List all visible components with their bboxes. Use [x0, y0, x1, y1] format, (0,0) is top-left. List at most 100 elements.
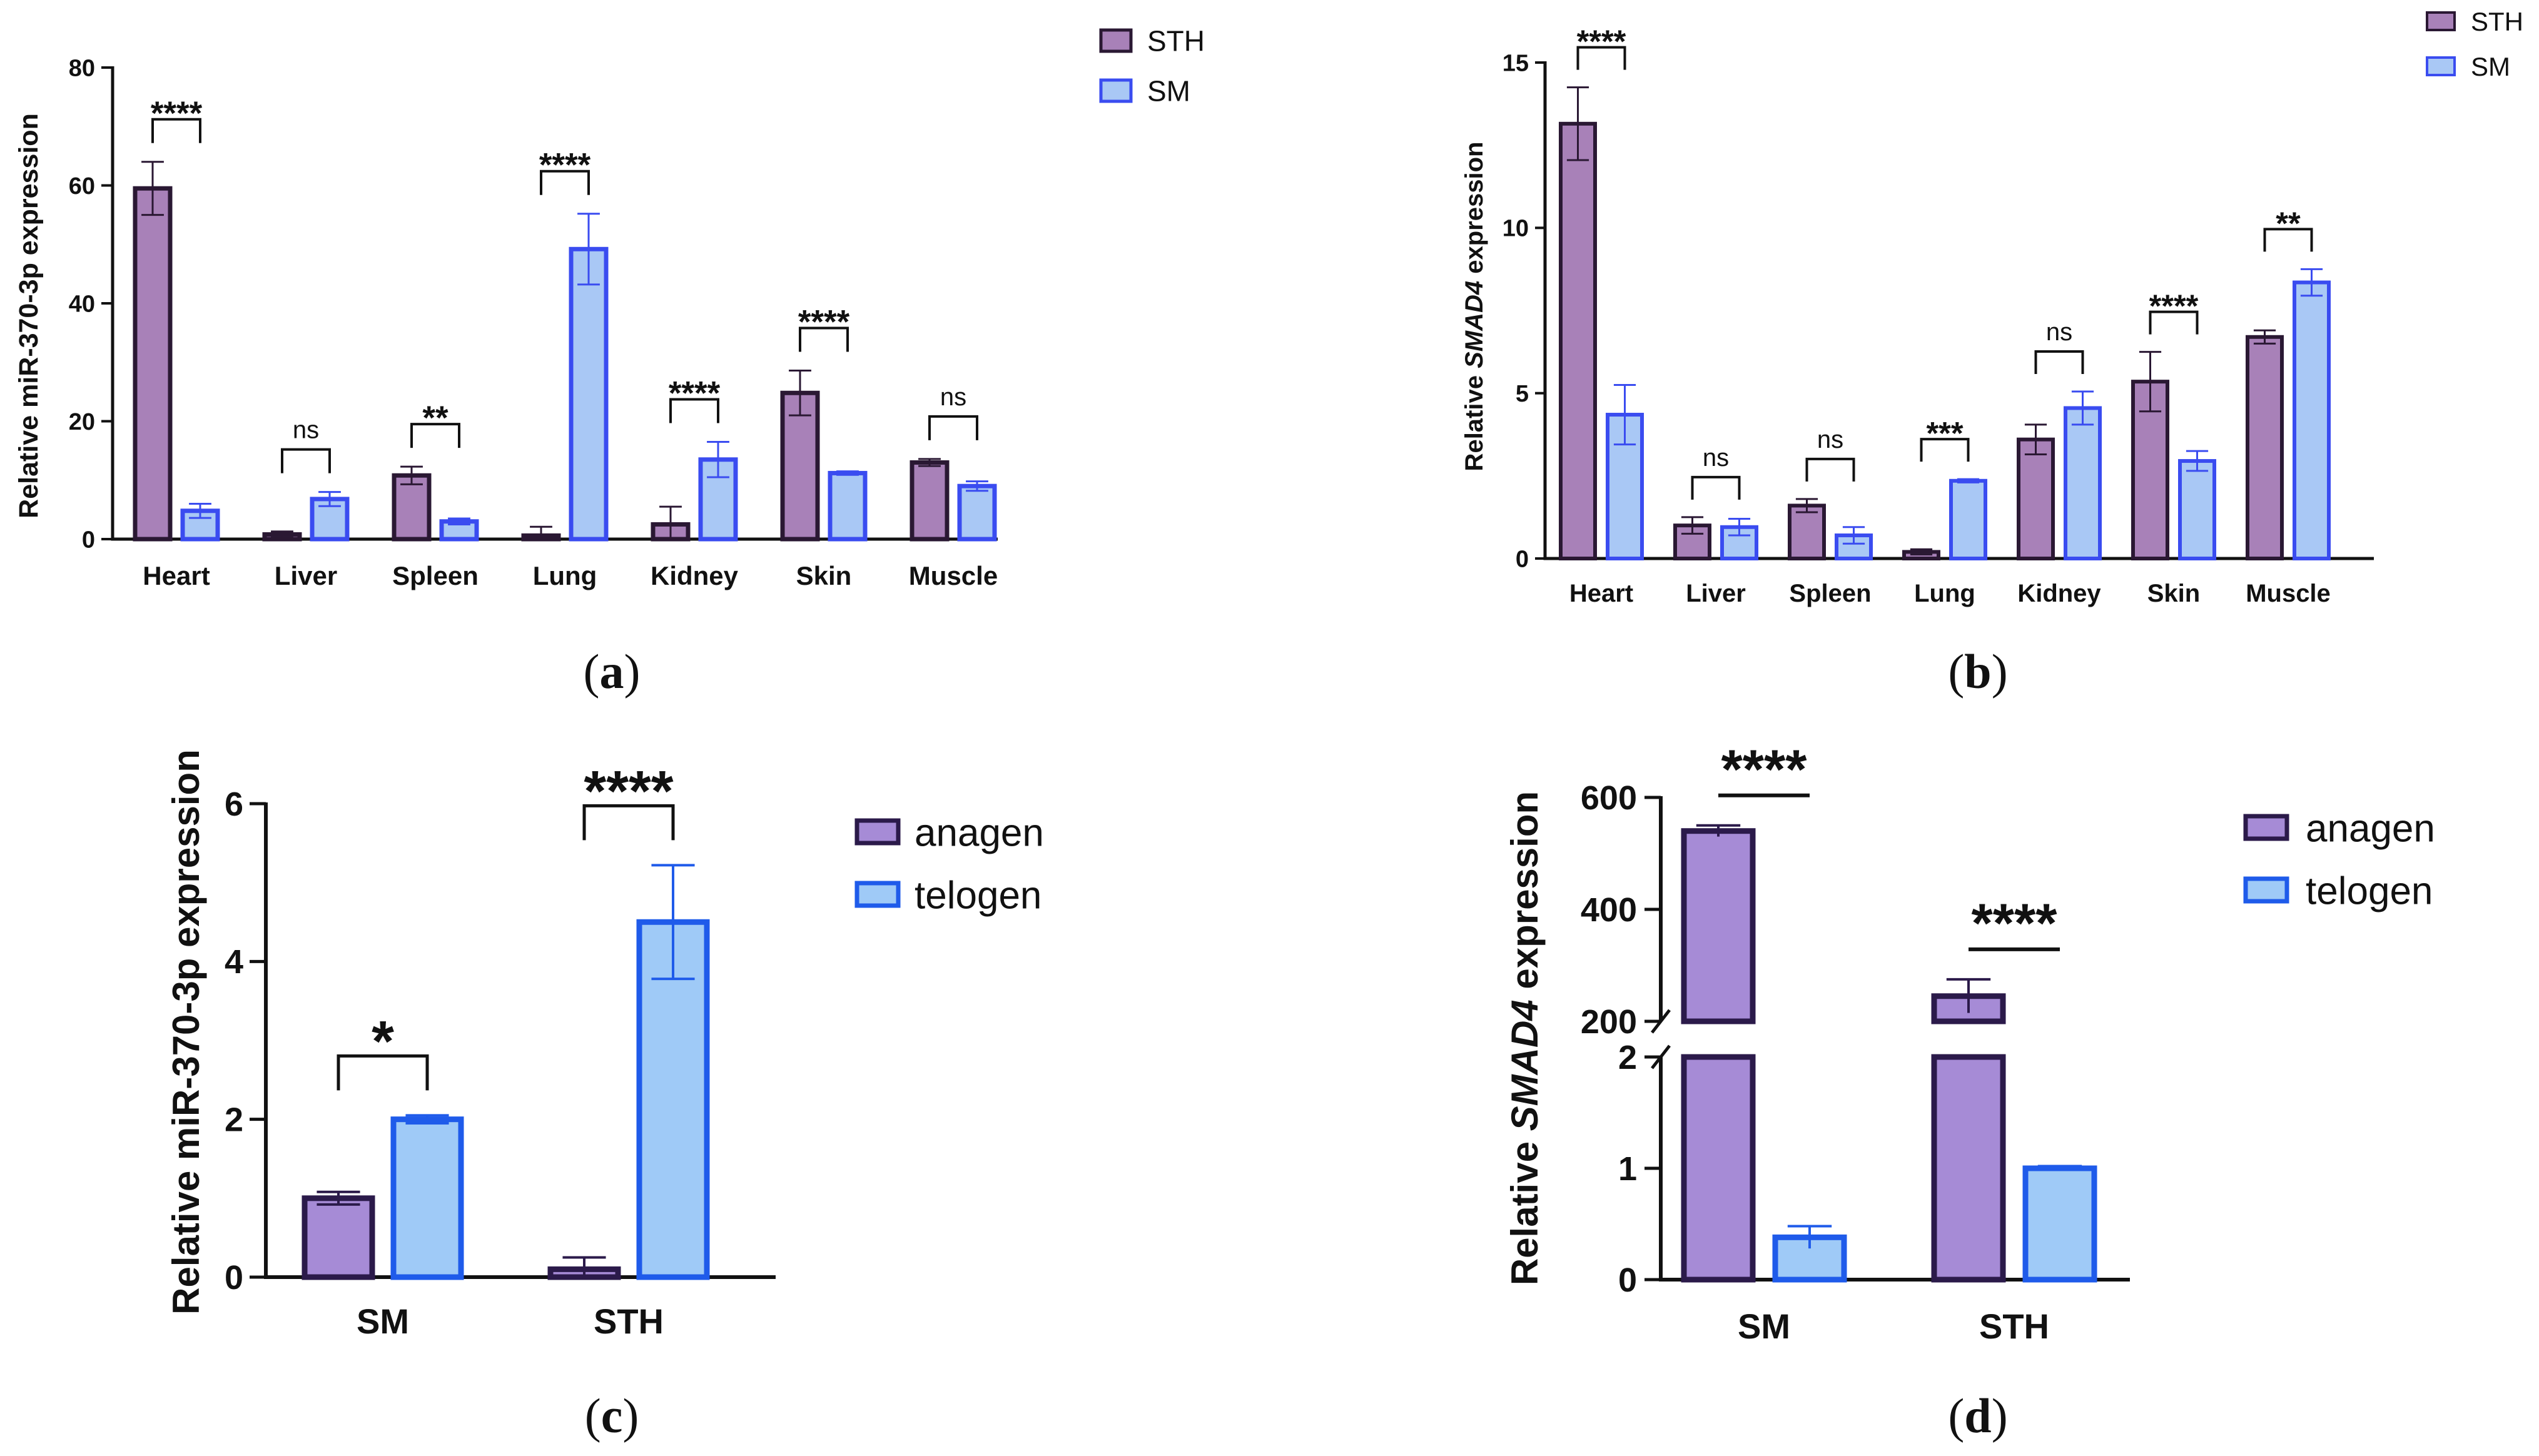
panel-a-ylabel: Relative miR-370-3p expression [14, 113, 44, 518]
panel-c-bars [302, 919, 710, 1280]
panel-a-y-tick-label: 60 [69, 173, 95, 200]
panel-d-x-tick-label: STH [1979, 1307, 2049, 1346]
panel-a-significance: ****ns **************ns [151, 95, 978, 473]
panel-d-y-tick-label: 2 [1618, 1039, 1637, 1076]
panel-d-bar-lower [1931, 1054, 2006, 1283]
panel-b-caption: (b) [1948, 644, 2007, 699]
panel-c-y-tick-label: 2 [225, 1101, 243, 1139]
panel-d-y-tick-label: 1 [1618, 1150, 1637, 1188]
panel-b-y-tick-label: 5 [1516, 381, 1529, 407]
panel-b-x-tick-label: Kidney [2017, 580, 2101, 607]
panel-a-bar [828, 470, 868, 542]
panel-b-legend-swatch [2426, 11, 2456, 31]
panel-d-y-tick-label: 0 [1618, 1261, 1637, 1299]
panel-b-significance-label: **** [1577, 24, 1626, 59]
panel-c-bar [636, 919, 710, 1280]
panel-c-legend-swatch [854, 881, 901, 908]
panel-d-bar-upper [1681, 828, 1756, 1024]
panel-c-legend-swatch [854, 818, 901, 846]
panel-b-bar [2178, 459, 2216, 560]
panel-a-y-tick-label: 20 [69, 409, 95, 435]
panel-b-chart: Relative SMAD4 expression 0 5 10 15 Heart Liv… [1461, 7, 2523, 699]
panel-b-x-tick-label: Skin [2147, 580, 2200, 607]
panel-a-bar [780, 390, 820, 542]
panel-a-chart: Relative miR-370-3p expression 0 20 40 60 80… [14, 25, 1205, 699]
panel-b-legend: STH SM [2426, 7, 2523, 81]
panel-d-legend-swatch [2243, 876, 2289, 904]
panel-b-bar [2017, 437, 2055, 560]
panel-b-bar [1949, 478, 1987, 560]
panel-b-ylabel: Relative SMAD4 expression [1461, 142, 1488, 472]
panel-b-y-tick-label: 0 [1516, 546, 1529, 572]
panel-a-x-tick-label: Spleen [392, 561, 479, 590]
panel-a-legend-swatch [1099, 28, 1133, 53]
panel-a-significance-label: **** [669, 375, 721, 412]
panel-c-significance: ***** [337, 759, 675, 1091]
panel-c-chart: Relative miR-370-3p expression 0 2 4 6 SM STH… [165, 749, 1044, 1443]
panel-b-error-bars [1566, 86, 2323, 556]
panel-a-bar [569, 246, 609, 542]
panel-a-significance-label: **** [539, 147, 591, 184]
panel-c-y-tick-label: 4 [225, 943, 243, 981]
panel-a-significance-bracket [928, 415, 978, 440]
panel-a-x-tick-label: Kidney [651, 561, 739, 590]
panel-a-significance-label: ns [293, 417, 319, 444]
panel-b-x-tick-label: Heart [1569, 580, 1633, 607]
panel-d-x-tick-label: SM [1738, 1307, 1790, 1346]
panel-d-bar-break-gap [1678, 1024, 1758, 1054]
panel-a-y-tick-label: 40 [69, 291, 95, 317]
panel-a-legend-label: SM [1147, 75, 1190, 108]
panel-c-x-tick-label: SM [357, 1302, 409, 1341]
panel-b-significance-label: ns [2046, 318, 2072, 346]
panel-a-axes: 0 20 40 60 80 Heart Liver Spleen Lung Kidney Skin M… [69, 55, 998, 590]
panel-d-y-tick-label: 600 [1581, 779, 1637, 817]
panel-a-legend-label: STH [1147, 25, 1205, 58]
panel-c-significance-bracket [582, 804, 675, 841]
panel-b-significance-bracket [1576, 46, 1626, 70]
panel-b-bars [1559, 121, 2331, 561]
panel-a-bar [910, 460, 950, 542]
panel-d-significance-label: **** [1972, 892, 2058, 954]
panel-b-bar [2064, 406, 2102, 560]
panel-a-x-tick-label: Lung [533, 561, 597, 590]
panel-b-x-tick-label: Lung [1914, 580, 1975, 607]
panel-d-legend-label: telogen [2306, 869, 2433, 913]
panel-c-error-bars [317, 864, 695, 1278]
panel-b-bar [2246, 335, 2284, 560]
panel-a-significance-label: **** [151, 95, 203, 132]
panel-c-legend-label: telogen [915, 874, 1041, 917]
panel-d-legend-label: anagen [2306, 807, 2435, 850]
panel-d-significance: **** **** [1718, 738, 2060, 954]
panel-b-x-tick-label: Muscle [2246, 580, 2331, 607]
panel-d-ylabel: Relative SMAD4 expression [1504, 791, 1546, 1285]
panel-b-bar [1788, 503, 1826, 560]
panel-d-bars [1678, 828, 2097, 1283]
panel-b-significance-label: *** [1926, 415, 1963, 451]
panel-a-bar [133, 186, 173, 542]
panel-d-y-tick-label: 400 [1581, 891, 1637, 929]
panel-a-significance-bracket [410, 423, 460, 448]
panel-a-significance-bracket [281, 448, 331, 473]
panel-b-legend-swatch [2426, 56, 2456, 76]
panel-a-y-tick-label: 80 [69, 55, 95, 81]
panel-b-significance-bracket [1691, 475, 1741, 500]
panel-b-y-tick-label: 10 [1503, 216, 1529, 242]
panel-b-significance-bracket [1920, 438, 1970, 462]
panel-b-significance-bracket [2034, 350, 2084, 375]
panel-b-significance-label: ns [1703, 444, 1729, 472]
panel-b-legend-label: STH [2471, 7, 2523, 36]
panel-b-y-tick-label: 15 [1503, 50, 1529, 76]
panel-a-significance-label: **** [798, 303, 850, 340]
panel-d-legend-swatch [2243, 814, 2289, 841]
panel-b-significance-label: **** [2149, 288, 2199, 324]
panel-b-significance-bracket [2149, 310, 2199, 335]
panel-b-bar [1559, 121, 1597, 560]
panel-d-caption: (d) [1948, 1388, 2007, 1443]
panel-d-bar-lower [1681, 1054, 1756, 1283]
panel-a-significance-bracket [669, 398, 719, 423]
panel-a-caption: (a) [584, 644, 641, 699]
panel-c-y-tick-label: 6 [225, 786, 243, 823]
